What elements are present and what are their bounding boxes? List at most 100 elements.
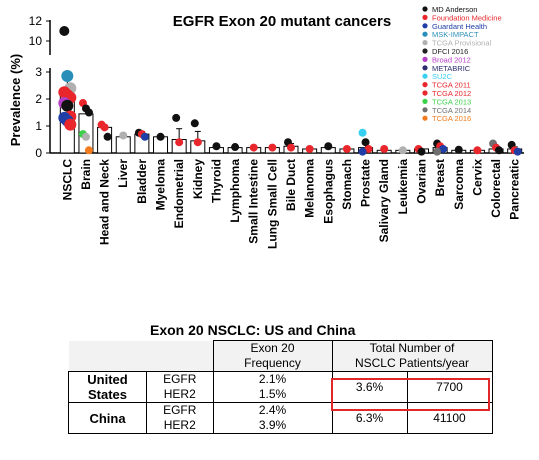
legend-marker [422, 14, 428, 20]
category-label: NSCLC [60, 159, 74, 201]
category-label: Sarcoma [452, 159, 466, 210]
gene-cell: EGFR HER2 [146, 402, 214, 434]
frequency-2: 1.5% [258, 387, 287, 401]
total-cell: 6.3% [331, 402, 408, 434]
table-header-row: Exon 20 Frequency Total Number of NSCLC … [68, 340, 493, 372]
legend-label: METABRIC [432, 64, 471, 73]
legend-label: Guardant Health [432, 22, 487, 31]
total-cell: 3.6% [331, 371, 408, 403]
data-point [61, 99, 74, 112]
data-point [433, 147, 442, 156]
data-point [140, 132, 149, 141]
category-label: Esophagus [321, 159, 335, 224]
legend-label: TCGA 2014 [432, 106, 471, 115]
y-tick-label: 0 [35, 146, 42, 160]
data-point [364, 144, 373, 153]
category-label: Lung Small Cell [265, 159, 279, 249]
header-frequency-line2: Frequency [244, 356, 301, 370]
header-total-line2: NSCLC Patients/year [354, 356, 470, 370]
header-total: Total Number of NSCLC Patients/year [331, 340, 493, 372]
category-label: Kidney [191, 159, 205, 199]
legend-label: TCGA 2012 [432, 89, 471, 98]
category-label: Colorectal [489, 159, 503, 218]
category-label: Liver [116, 159, 130, 188]
data-point [100, 123, 109, 132]
y-tick-label: 10 [29, 34, 43, 48]
gene-2: HER2 [163, 387, 196, 401]
legend-label: TCGA 2016 [432, 114, 471, 123]
frequency-1: 2.1% [258, 372, 287, 386]
gene-2: HER2 [163, 418, 196, 432]
category-label: Thyroid [209, 159, 223, 203]
category-label: Endometrial [172, 159, 186, 228]
data-point [59, 26, 70, 36]
patients-cell: 41100 [406, 402, 493, 434]
country-cell: China [68, 402, 147, 434]
legend-label: TCGA 2011 [432, 81, 471, 90]
data-point [190, 119, 199, 128]
egfr-chart: EGFR Exon 20 mutant cancers Prevalence (%… [8, 5, 524, 249]
category-label: Ovarian [414, 159, 428, 204]
gene-1: EGFR [163, 403, 197, 417]
data-point [473, 146, 482, 155]
data-point [193, 138, 202, 147]
legend-label: TCGA 2013 [432, 97, 471, 106]
data-point [305, 144, 314, 153]
data-point [361, 138, 370, 147]
data-point [64, 118, 77, 131]
data-point [61, 70, 74, 83]
data-point [324, 142, 333, 151]
category-label: Salivary Gland [377, 159, 391, 242]
data-point [231, 143, 240, 152]
header-frequency: Exon 20 Frequency [212, 340, 333, 372]
data-point [342, 144, 351, 153]
legend-marker [422, 73, 428, 79]
table-row-us: United States EGFR HER2 2.1% 1.5% 3.6% 7… [68, 371, 493, 403]
data-point [454, 145, 463, 154]
chart-title: EGFR Exon 20 mutant cancers [173, 13, 391, 30]
data-point [513, 147, 522, 156]
category-label: Stomach [340, 159, 354, 210]
frequency-1: 2.4% [258, 403, 287, 417]
category-label: Prostate [359, 159, 373, 207]
legend-marker [422, 31, 428, 37]
category-label: Bile Duct [284, 159, 298, 211]
data-point [380, 144, 389, 153]
legend-label: MSK-IMPACT [432, 30, 479, 39]
category-label: Small Intestine [247, 159, 261, 244]
data-point [212, 142, 221, 151]
category-label: Brain [79, 159, 93, 190]
legend-label: Broad 2012 [432, 55, 471, 64]
category-label: Myeloma [154, 159, 168, 211]
legend-label: TCGA Provisional [432, 39, 492, 48]
table-row-china: China EGFR HER2 2.4% 3.9% 6.3% 41100 [68, 402, 493, 434]
legend-marker [422, 6, 428, 12]
header-frequency-line1: Exon 20 [250, 341, 295, 355]
country-line2: States [87, 387, 128, 402]
data-point [84, 108, 93, 117]
data-point [495, 146, 504, 155]
y-tick-label: 2 [35, 92, 42, 106]
data-point [398, 146, 407, 155]
legend-marker [422, 40, 428, 46]
category-label: Lymphoma [228, 159, 242, 223]
legend-marker [422, 107, 428, 113]
gene-cell: EGFR HER2 [146, 371, 214, 403]
country-cell: United States [68, 371, 147, 403]
header-blank-2 [146, 340, 213, 372]
legend-label: MD Anderson [432, 5, 477, 14]
legend-marker [422, 23, 428, 29]
data-point [84, 146, 93, 155]
legend-label: Foundation Medicine [432, 13, 502, 22]
category-label: Pancreatic [508, 159, 522, 220]
category-label: Bladder [135, 159, 149, 204]
legend-marker [422, 56, 428, 63]
header-blank-1 [68, 340, 147, 372]
data-point [249, 143, 258, 152]
frequency-2: 3.9% [258, 418, 287, 432]
data-point [439, 144, 448, 153]
data-point [417, 147, 426, 156]
y-tick-label: 1 [35, 119, 42, 133]
patients-cell: 7700 [406, 371, 493, 403]
data-point [81, 132, 90, 141]
